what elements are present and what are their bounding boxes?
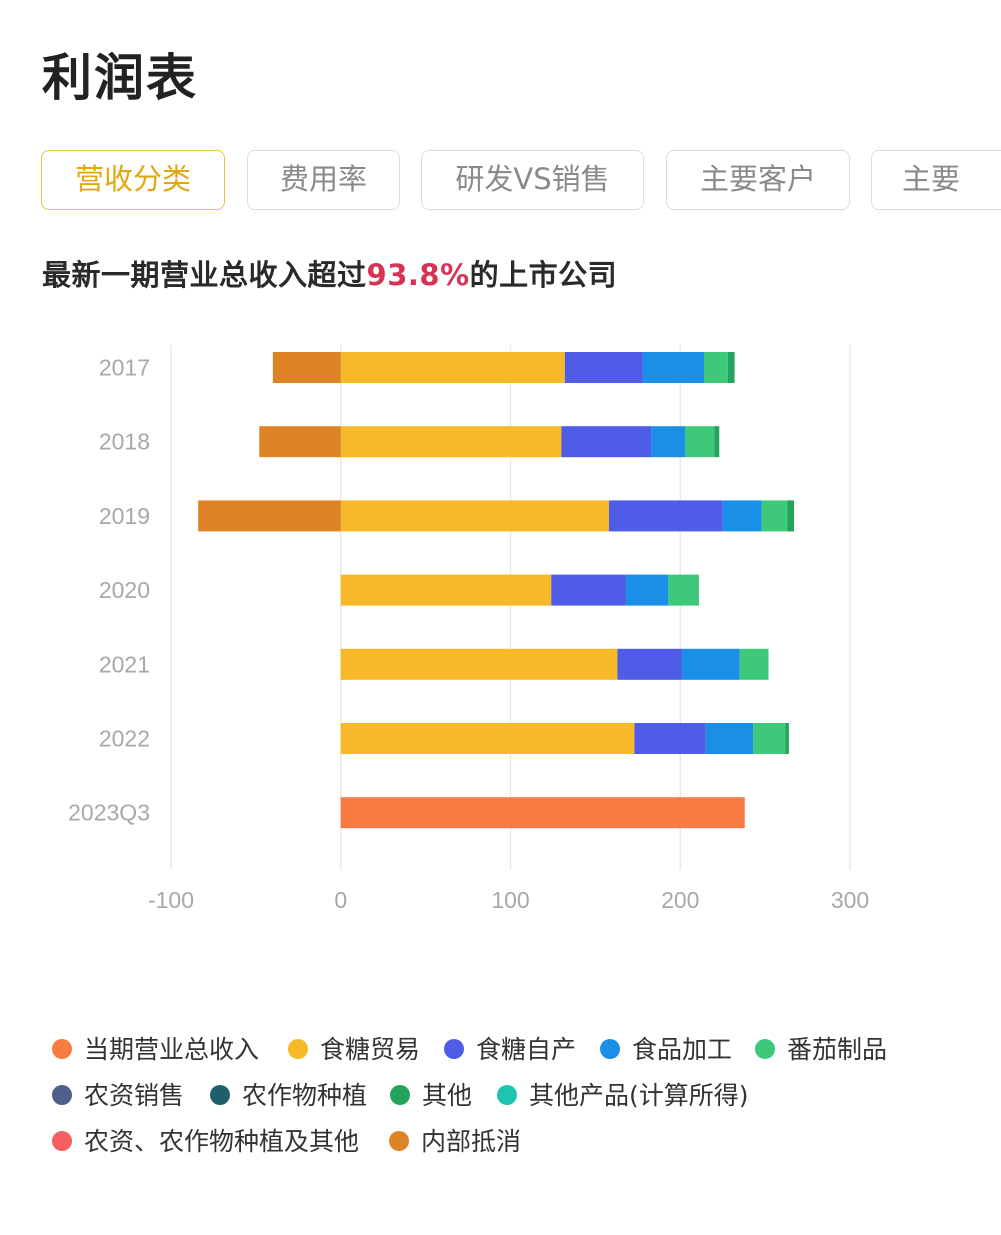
x-tick-label: 300 (831, 887, 869, 913)
bar-segment (685, 426, 715, 458)
subtitle-suffix: 的上市公司 (469, 258, 618, 292)
legend-label: 食品加工 (632, 1035, 733, 1064)
bar-segment (340, 352, 565, 383)
y-tick-label: 2022 (99, 726, 150, 752)
legend-label: 番茄制品 (787, 1035, 888, 1064)
bar-segment (761, 500, 788, 532)
legend-dot (755, 1039, 775, 1059)
subtitle-prefix: 最新一期营业总收入超过 (42, 258, 367, 292)
bar-segment (561, 426, 652, 458)
legend-label: 其他产品(计算所得) (529, 1081, 749, 1110)
bar-segment (651, 426, 686, 458)
chart-x-axis: -100 0 100 200 300 (148, 887, 869, 913)
bar-segment (340, 426, 562, 458)
bar-segment (642, 352, 705, 383)
legend-item[interactable]: 食糖自产 (444, 1030, 576, 1070)
legend-label: 农资、农作物种植及其他 (84, 1127, 360, 1156)
legend-item[interactable]: 食糖贸易 (288, 1030, 420, 1070)
legend-item[interactable]: 当期营业总收入 (52, 1030, 259, 1070)
x-tick-label: 0 (334, 887, 347, 913)
legend-dot (288, 1039, 308, 1059)
x-tick-label: -100 (148, 887, 194, 913)
tab-expense-ratio[interactable]: 费用率 (247, 150, 400, 210)
tab-rd-vs-sales[interactable]: 研发VS销售 (421, 150, 644, 210)
page-title: 利润表 (42, 49, 198, 107)
legend-dot (444, 1039, 464, 1059)
legend-label: 其他 (422, 1081, 473, 1110)
legend-item[interactable]: 农资、农作物种植及其他 (52, 1122, 359, 1162)
tab-major-customers[interactable]: 主要客户 (666, 150, 850, 210)
bar-segment (714, 426, 720, 458)
x-tick-label: 200 (661, 887, 699, 913)
bar-segment (340, 723, 635, 754)
legend-item[interactable]: 内部抵消 (389, 1122, 521, 1162)
revenue-bar-chart: 2017 2018 2019 2020 2021 2022 2023Q3 -100 0 100 2… (68, 345, 869, 913)
bar-segment (753, 723, 786, 754)
legend-dot (52, 1131, 72, 1151)
legend-dot (52, 1085, 72, 1105)
bar-segment (272, 352, 341, 383)
legend-item[interactable]: 农作物种植 (210, 1076, 367, 1116)
bar-segment (787, 500, 794, 532)
legend-item[interactable]: 其他 (390, 1076, 472, 1116)
legend-label: 农作物种植 (242, 1081, 368, 1110)
chart-bars (198, 352, 794, 829)
bar-segment (551, 574, 626, 606)
subtitle-highlight: 93.8% (366, 258, 470, 292)
bar-segment (668, 574, 699, 606)
bar-segment (340, 797, 745, 829)
bar-segment (705, 723, 754, 754)
y-tick-label: 2021 (99, 651, 150, 677)
y-tick-label: 2023Q3 (68, 800, 150, 826)
y-tick-label: 2020 (99, 577, 150, 603)
legend-label: 农资销售 (84, 1081, 185, 1110)
subtitle: 最新一期营业总收入超过93.8%的上市公司 (42, 252, 617, 294)
bar-segment (608, 500, 723, 532)
bar-segment (617, 648, 682, 680)
y-tick-label: 2017 (99, 355, 150, 381)
bar-segment (785, 723, 789, 754)
legend-label: 内部抵消 (421, 1127, 522, 1156)
bar-segment (340, 500, 609, 532)
chart-y-axis: 2017 2018 2019 2020 2021 2022 2023Q3 (68, 355, 150, 826)
legend-dot (497, 1085, 517, 1105)
bar-segment (259, 426, 341, 458)
tab-bar: 营收分类 费用率 研发VS销售 主要客户 主要 (41, 150, 1001, 212)
bar-segment (564, 352, 643, 383)
bar-segment (722, 500, 762, 532)
legend-dot (389, 1131, 409, 1151)
y-tick-label: 2019 (99, 503, 150, 529)
legend-label: 食糖自产 (476, 1035, 577, 1064)
bar-segment (727, 352, 735, 383)
bar-segment (625, 574, 669, 606)
legend-item[interactable]: 农资销售 (52, 1076, 184, 1116)
legend-dot (600, 1039, 620, 1059)
legend-label: 当期营业总收入 (84, 1035, 260, 1064)
legend-item[interactable]: 食品加工 (600, 1030, 732, 1070)
legend-item[interactable]: 其他产品(计算所得) (497, 1076, 749, 1116)
legend-dot (210, 1085, 230, 1105)
legend-label: 食糖贸易 (320, 1035, 421, 1064)
legend-dot (390, 1085, 410, 1105)
tab-revenue-classification[interactable]: 营收分类 (41, 150, 225, 210)
chart-grid (170, 345, 851, 870)
tab-major-more[interactable]: 主要 (871, 150, 1001, 210)
bar-segment (739, 648, 769, 680)
bar-segment (681, 648, 740, 680)
y-tick-label: 2018 (99, 429, 150, 455)
bar-segment (634, 723, 706, 754)
legend-item[interactable]: 番茄制品 (755, 1030, 887, 1070)
bar-segment (198, 500, 341, 532)
bar-segment (704, 352, 728, 383)
legend-dot (52, 1039, 72, 1059)
bar-segment (340, 574, 552, 606)
bar-segment (340, 648, 618, 680)
x-tick-label: 100 (491, 887, 529, 913)
